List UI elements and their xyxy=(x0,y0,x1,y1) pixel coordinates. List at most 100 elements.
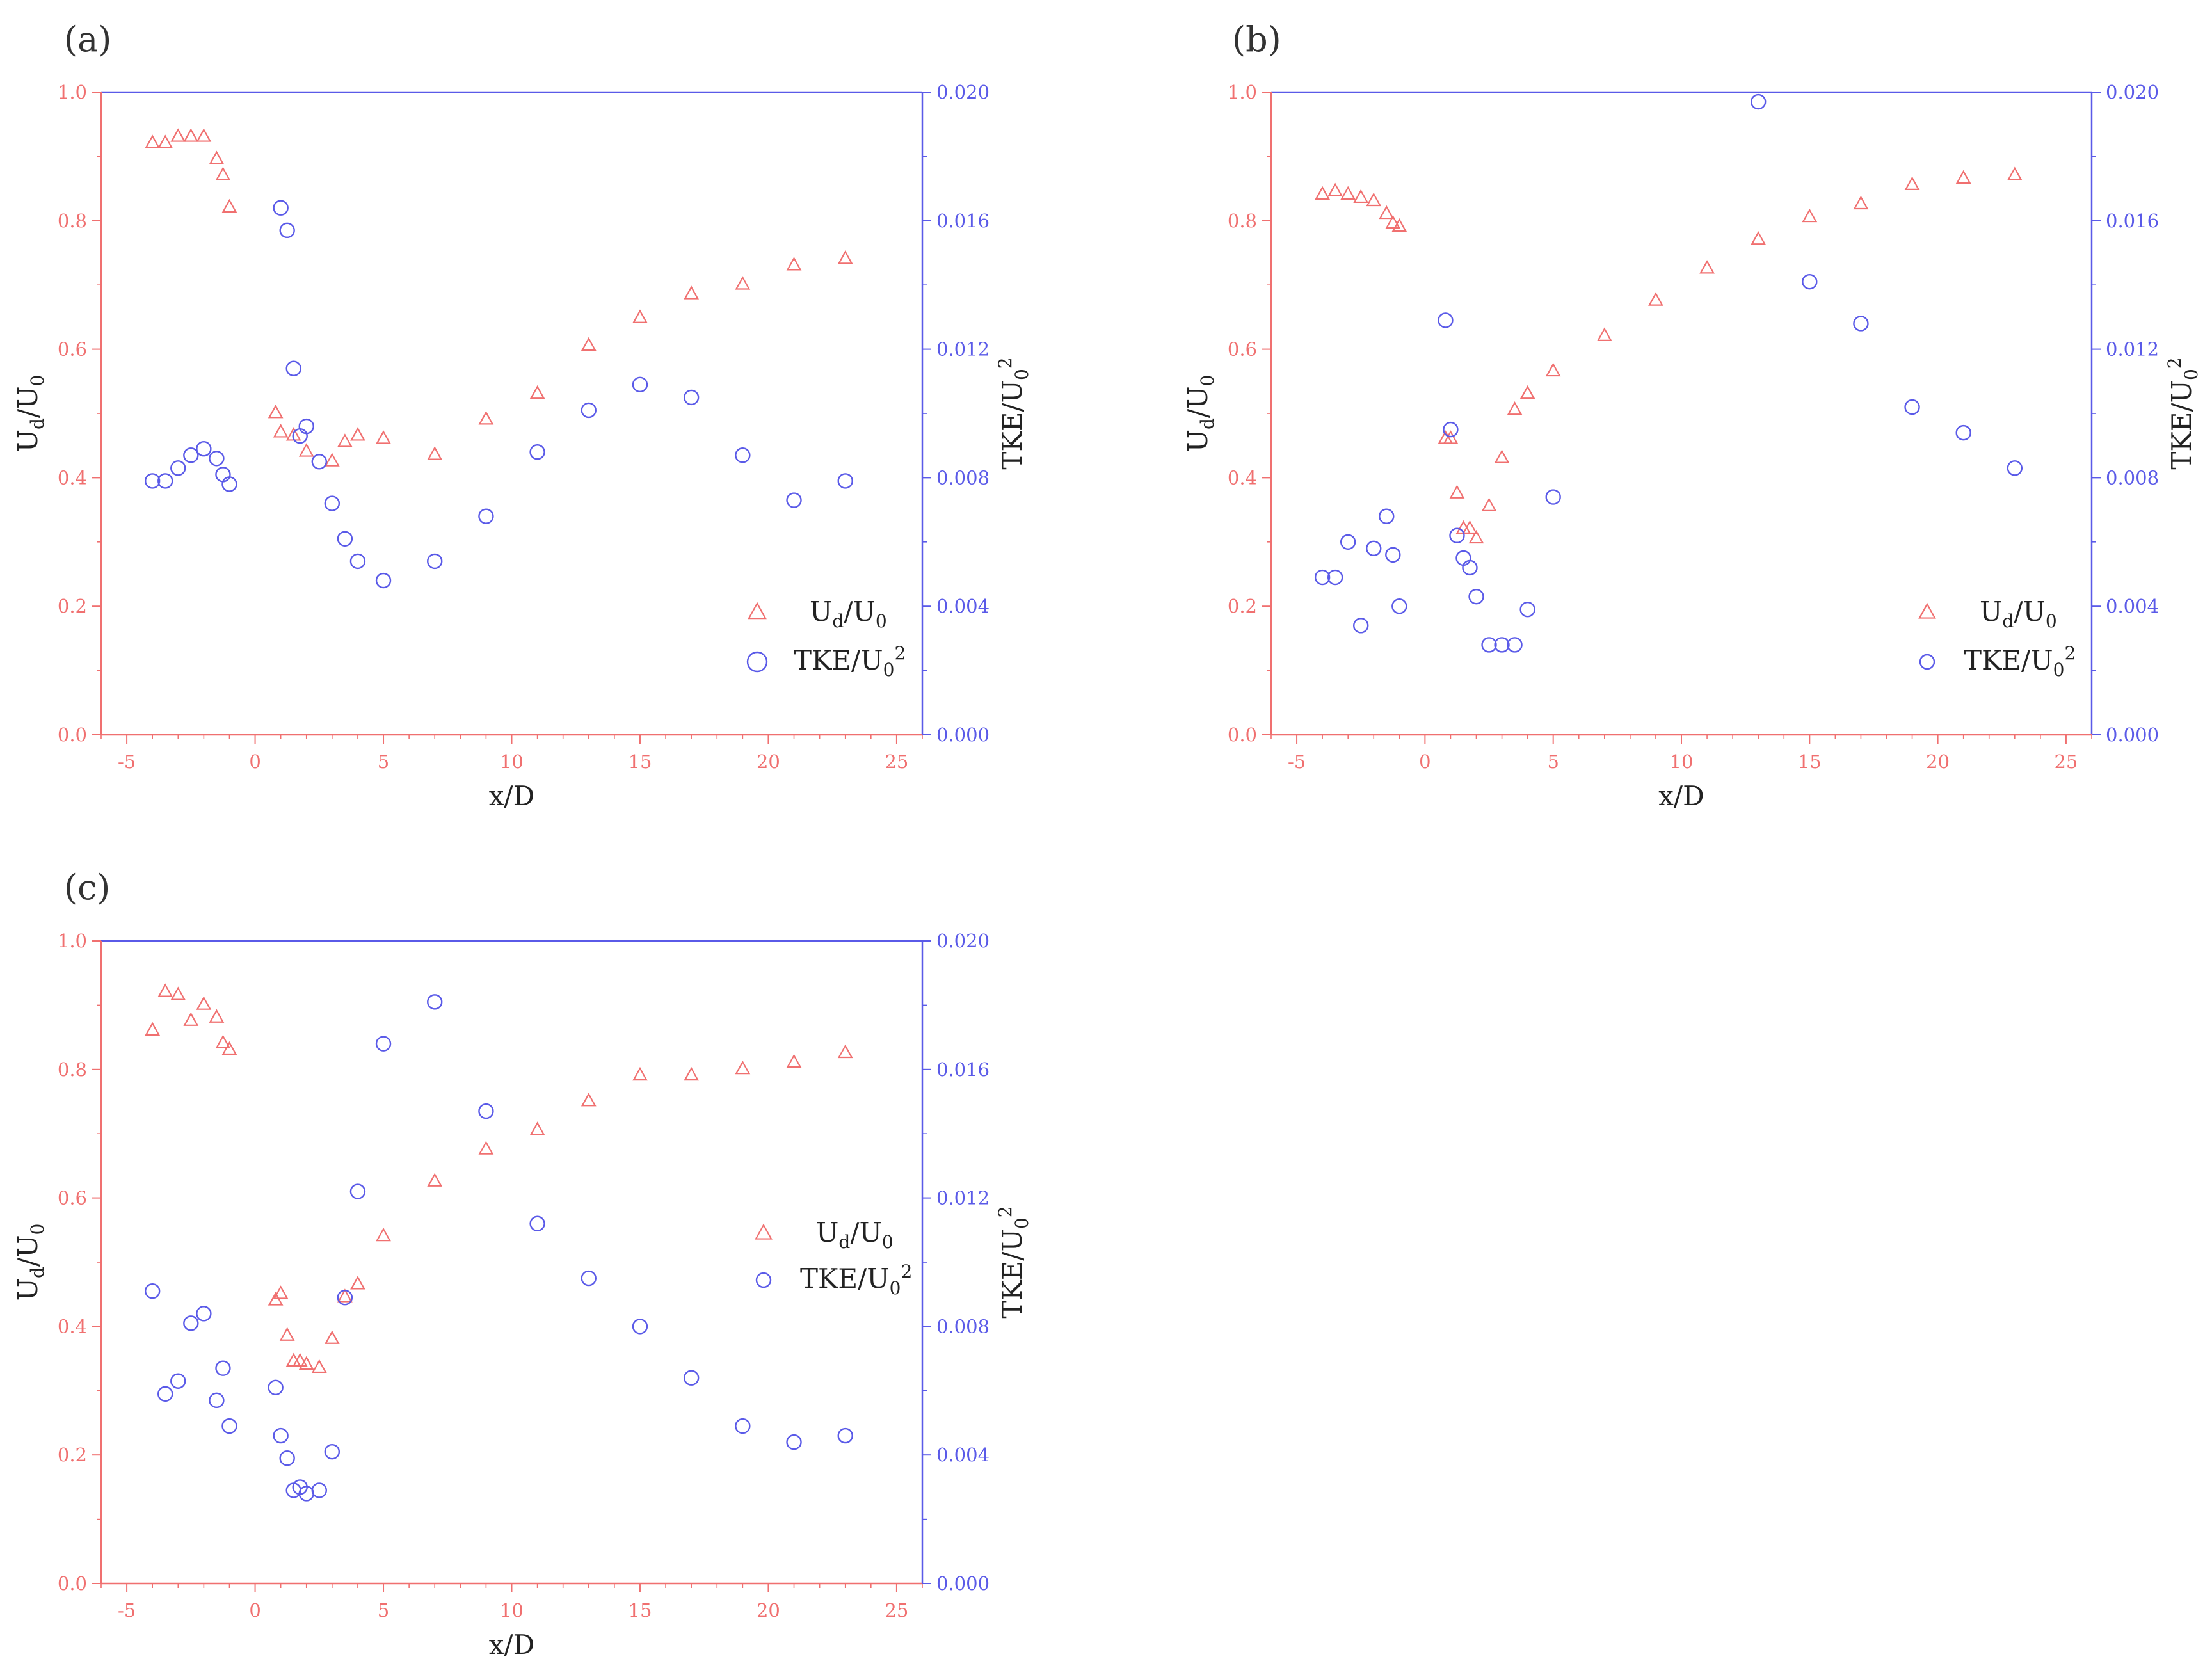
tke-point xyxy=(427,994,443,1010)
ud-point xyxy=(1462,520,1478,534)
left-tick-label: 1.0 xyxy=(58,930,87,952)
right-tick-label: 0.016 xyxy=(936,210,990,232)
tke-point xyxy=(683,389,700,406)
tke-point xyxy=(1904,399,1920,415)
ud-point xyxy=(1353,189,1369,204)
series-ud xyxy=(1315,166,2023,544)
legend-tke-label: TKE/U02 xyxy=(1964,643,2076,680)
tke-point xyxy=(311,1482,327,1498)
left-tick-label: 0.6 xyxy=(1228,339,1257,360)
ud-point xyxy=(1449,485,1465,499)
ud-point xyxy=(157,134,173,148)
legend: Ud/U0 TKE/U02 xyxy=(746,596,906,680)
tke-point xyxy=(209,451,225,467)
tke-point xyxy=(1443,421,1459,438)
x-tick-label: 20 xyxy=(1926,751,1950,773)
ud-point xyxy=(196,996,212,1010)
ud-point xyxy=(478,411,494,425)
ud-point xyxy=(170,128,186,142)
tke-point xyxy=(1314,569,1331,586)
tke-point xyxy=(837,1427,853,1444)
ud-point xyxy=(1507,401,1523,415)
ud-point xyxy=(1385,214,1401,229)
ud-point xyxy=(1443,430,1459,444)
x-axis-title: x/D xyxy=(1658,780,1704,812)
left-tick-label: 0.8 xyxy=(58,210,87,232)
ud-point xyxy=(1519,385,1535,399)
ud-point xyxy=(215,1034,231,1049)
tke-point xyxy=(786,1434,802,1450)
tke-point xyxy=(786,492,802,508)
left-tick-label: 0.2 xyxy=(58,1444,87,1466)
left-axis-title: Ud/U0 xyxy=(12,375,48,453)
ud-point xyxy=(376,1227,391,1242)
left-tick-label: 0.0 xyxy=(58,724,87,746)
right-tick-label: 0.000 xyxy=(936,1573,990,1594)
ud-point xyxy=(324,1330,340,1344)
x-tick-label: -5 xyxy=(1288,751,1306,773)
tke-point xyxy=(1955,424,1971,441)
x-tick-label: 15 xyxy=(629,1600,652,1621)
ud-point xyxy=(337,1288,353,1303)
tke-point xyxy=(1340,534,1356,550)
left-tick-label: 1.0 xyxy=(58,81,87,103)
legend-ud-label: Ud/U0 xyxy=(816,1217,894,1253)
left-tick-label: 0.0 xyxy=(58,1573,87,1594)
tke-point xyxy=(268,1379,284,1395)
left-tick-label: 0.4 xyxy=(58,1315,87,1337)
right-tick-label: 0.000 xyxy=(2106,724,2159,746)
ud-point xyxy=(581,1093,597,1107)
ud-point xyxy=(735,1060,751,1075)
tke-point xyxy=(279,222,295,239)
tke-point xyxy=(279,1450,295,1466)
ud-point xyxy=(209,1009,225,1023)
tke-point xyxy=(1494,637,1510,653)
legend-ud-marker xyxy=(1918,602,1936,619)
tke-point xyxy=(478,508,494,524)
ud-point xyxy=(292,1352,308,1367)
series-tke xyxy=(144,200,853,589)
tke-point xyxy=(1750,93,1767,110)
ud-point xyxy=(1853,195,1869,210)
ud-point xyxy=(221,198,237,213)
right-axis-title: TKE/U02 xyxy=(995,357,1032,469)
ud-point xyxy=(735,276,751,290)
x-tick-label: 20 xyxy=(757,751,780,773)
tke-point xyxy=(170,1373,186,1389)
x-tick-label: 25 xyxy=(885,751,908,773)
ud-point xyxy=(273,1285,289,1299)
right-tick-label: 0.016 xyxy=(2106,210,2159,232)
ud-point xyxy=(529,385,545,399)
right-axis-title: TKE/U02 xyxy=(2164,357,2202,469)
ud-point xyxy=(215,166,231,180)
left-tick-label: 0.2 xyxy=(58,595,87,617)
ud-point xyxy=(478,1141,494,1155)
tke-point xyxy=(292,428,308,444)
right-tick-label: 0.020 xyxy=(936,930,990,952)
tke-point xyxy=(1853,316,1869,332)
tke-point xyxy=(837,473,853,489)
left-tick-label: 0.0 xyxy=(1228,724,1257,746)
ud-point xyxy=(1904,176,1920,190)
legend-tke-label: TKE/U02 xyxy=(794,643,906,680)
left-tick-label: 0.8 xyxy=(58,1059,87,1080)
ud-point xyxy=(196,128,212,142)
x-tick-label: 5 xyxy=(378,1600,389,1621)
ud-point xyxy=(529,1121,545,1135)
tke-point xyxy=(273,1427,289,1444)
ud-point xyxy=(1494,449,1510,463)
ud-point xyxy=(1468,529,1484,544)
tke-point xyxy=(683,1370,700,1386)
tke-point xyxy=(1449,527,1465,543)
tke-point xyxy=(1438,312,1454,328)
x-tick-label: 0 xyxy=(249,1600,260,1621)
tke-point xyxy=(273,200,289,216)
tke-point xyxy=(2007,460,2023,476)
x-tick-label: 0 xyxy=(1419,751,1431,773)
tke-point xyxy=(157,473,173,489)
right-tick-label: 0.008 xyxy=(2106,467,2159,488)
series-tke xyxy=(1314,93,2023,653)
x-tick-label: 5 xyxy=(1547,751,1559,773)
ud-point xyxy=(324,453,340,467)
